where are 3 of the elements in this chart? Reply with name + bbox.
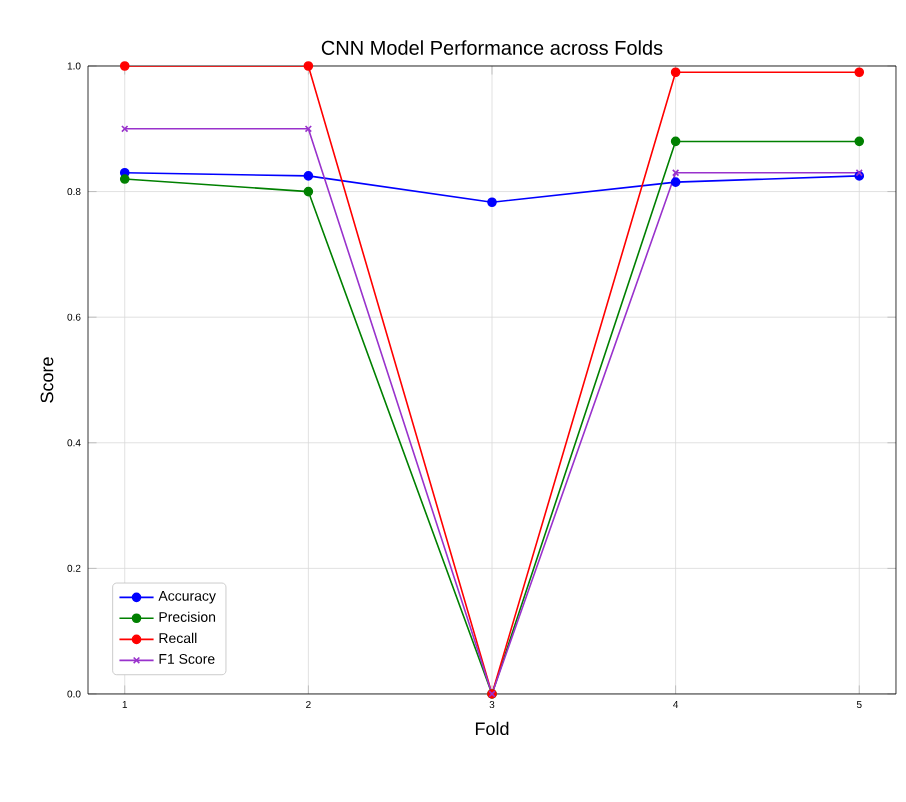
- chart-title: CNN Model Performance across Folds: [321, 40, 663, 55]
- x-axis-title: Fold: [475, 721, 509, 736]
- y-axis-title: Score: [40, 357, 54, 403]
